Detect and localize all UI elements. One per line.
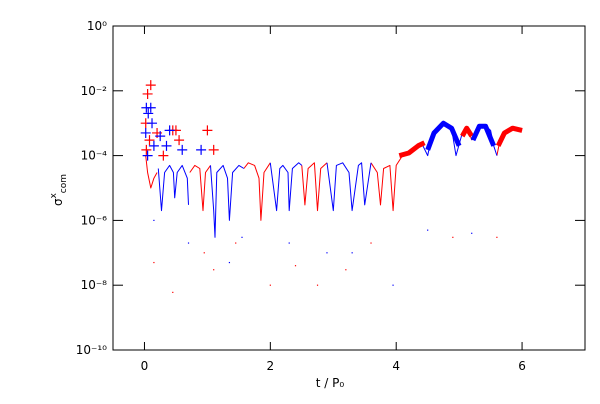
plus-marker [143,108,154,119]
plus-marker [145,102,156,113]
dot-marker [392,284,394,286]
plus-marker [147,118,158,129]
plus-marker [196,144,207,155]
plus-marker [177,144,188,155]
x-tick-label: 2 [267,359,275,373]
dot-marker [345,269,347,271]
dot-marker [228,261,231,264]
dot-marker [326,252,328,254]
dot-marker [172,291,174,293]
plus-marker [158,150,169,161]
dot-marker [203,252,205,254]
plus-marker [144,135,155,146]
plus-marker [148,140,159,151]
y-tick-label: 10⁻⁶ [81,213,108,227]
dot-marker [153,219,155,221]
plus-marker [140,127,151,138]
plus-marker [174,135,185,146]
plus-marker [141,144,152,155]
y-tick-label: 10⁻² [81,84,108,98]
dot-marker [294,265,297,267]
band-line [425,120,497,151]
plus-marker [145,80,156,91]
dot-marker [316,284,319,286]
x-tick-label: 4 [392,359,400,373]
plus-marker [208,144,219,155]
dot-marker [269,284,271,286]
dot-marker [213,269,215,271]
plus-marker [164,125,175,136]
dot-marker [370,242,372,244]
x-axis-label: t / P₀ [316,376,345,390]
plot-frame [112,25,586,351]
plus-marker [142,150,153,161]
y-label-main: σ [51,198,65,206]
y-axis-label: σxcom [49,174,69,206]
y-label-sup: x [49,192,59,198]
plus-marker [155,131,166,142]
y-tick-label: 10⁻¹⁰ [76,343,107,357]
y-tick-label: 10⁰ [87,19,107,33]
dot-marker [471,232,473,234]
dot-marker [187,242,190,244]
dot-marker [496,236,498,238]
y-tick-label: 10⁻⁸ [81,278,108,292]
data-line [145,127,523,221]
dot-marker [351,252,353,254]
plus-marker [142,88,153,99]
band-line [398,125,523,159]
plus-marker [202,125,213,136]
dot-marker [427,229,429,231]
x-tick-label: 0 [141,359,149,373]
dot-marker [288,242,290,244]
dot-marker [235,242,237,244]
dot-marker [452,236,454,238]
plus-marker [161,140,172,151]
data-line [157,121,498,238]
y-tick-label: 10⁻⁴ [81,149,108,163]
y-label-sub: com [59,174,69,193]
dot-marker [241,236,243,238]
x-tick-label: 6 [518,359,526,373]
dot-marker [153,261,155,264]
